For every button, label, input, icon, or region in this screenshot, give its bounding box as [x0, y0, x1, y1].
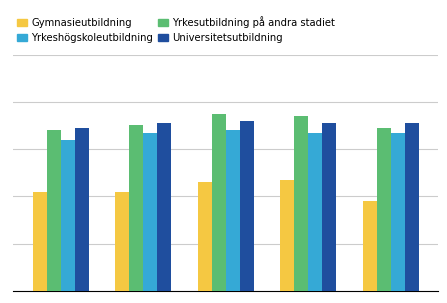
Bar: [198, 182, 212, 291]
Bar: [294, 116, 308, 291]
Bar: [308, 132, 322, 291]
Bar: [33, 191, 47, 291]
Bar: [212, 114, 226, 291]
Bar: [391, 132, 405, 291]
Bar: [61, 140, 75, 291]
Legend: Gymnasieutbildning, Yrkeshögskoleutbildning, Yrkesutbildning på andra stadiet, U: Gymnasieutbildning, Yrkeshögskoleutbildn…: [13, 12, 339, 47]
Bar: [115, 191, 129, 291]
Bar: [377, 128, 391, 291]
Bar: [405, 123, 419, 291]
Bar: [75, 128, 89, 291]
Bar: [226, 130, 240, 291]
Bar: [47, 130, 61, 291]
Bar: [240, 121, 254, 291]
Bar: [129, 125, 143, 291]
Bar: [363, 201, 377, 291]
Bar: [143, 132, 157, 291]
Bar: [157, 123, 171, 291]
Bar: [280, 180, 294, 291]
Bar: [322, 123, 336, 291]
